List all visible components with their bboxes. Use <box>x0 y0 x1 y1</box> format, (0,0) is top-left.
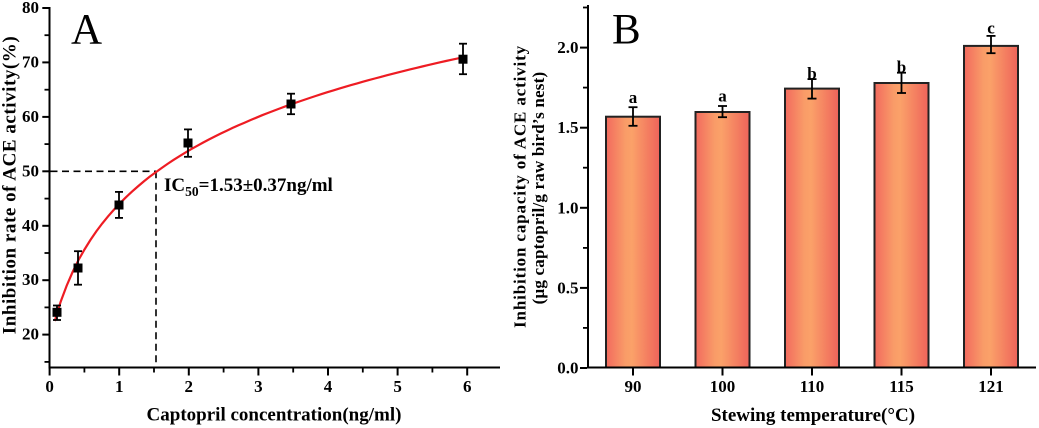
svg-text:Inhibition rate of ACE activit: Inhibition rate of ACE activity(%) <box>0 36 21 334</box>
svg-text:a: a <box>629 88 638 107</box>
svg-text:b: b <box>807 64 816 83</box>
svg-text:A: A <box>71 7 102 54</box>
svg-text:2: 2 <box>185 377 194 396</box>
svg-text:1.0: 1.0 <box>557 198 578 217</box>
svg-text:50: 50 <box>22 161 39 180</box>
svg-text:1: 1 <box>115 377 124 396</box>
svg-text:80: 80 <box>22 0 39 17</box>
svg-text:70: 70 <box>22 52 39 71</box>
svg-text:90: 90 <box>625 377 642 396</box>
svg-text:Captopril concentration(ng/ml): Captopril concentration(ng/ml) <box>147 405 402 426</box>
svg-text:5: 5 <box>393 377 402 396</box>
svg-text:Stewing temperature(°C): Stewing temperature(°C) <box>711 405 915 426</box>
svg-text:0.5: 0.5 <box>557 278 578 297</box>
svg-text:IC50=1.53±0.37ng/ml: IC50=1.53±0.37ng/ml <box>164 175 333 199</box>
svg-text:B: B <box>612 7 641 54</box>
svg-text:60: 60 <box>22 107 39 126</box>
svg-text:c: c <box>987 19 995 38</box>
svg-text:0: 0 <box>45 377 54 396</box>
svg-text:100: 100 <box>710 377 736 396</box>
svg-text:(μg captopril/g raw bird’s nes: (μg captopril/g raw bird’s nest) <box>529 72 548 305</box>
svg-text:Inhibition capacity of ACE act: Inhibition capacity of ACE activity <box>511 45 530 328</box>
svg-text:4: 4 <box>324 377 333 396</box>
svg-text:20: 20 <box>22 325 39 344</box>
svg-text:121: 121 <box>978 377 1004 396</box>
svg-text:115: 115 <box>889 377 914 396</box>
svg-text:2.0: 2.0 <box>557 38 578 57</box>
svg-text:0.0: 0.0 <box>557 359 578 378</box>
svg-text:a: a <box>718 87 727 106</box>
svg-text:3: 3 <box>254 377 263 396</box>
svg-text:110: 110 <box>800 377 825 396</box>
svg-text:6: 6 <box>463 377 472 396</box>
svg-text:40: 40 <box>22 216 39 235</box>
svg-text:30: 30 <box>22 270 39 289</box>
svg-text:b: b <box>897 58 906 77</box>
svg-text:1.5: 1.5 <box>557 118 578 137</box>
